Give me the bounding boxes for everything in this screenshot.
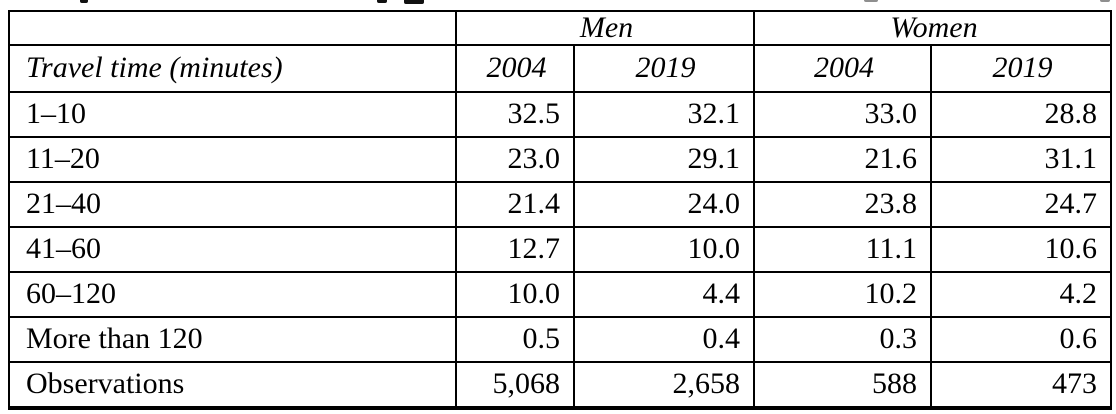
table-cell: 24.7 [930, 180, 1112, 228]
row-header-travel-time: Travel time (minutes) [8, 43, 457, 93]
table-row: 21–40 21.4 24.0 23.8 24.7 [8, 180, 1112, 228]
table-cell: 21.6 [753, 135, 932, 183]
table-cell: 0.3 [753, 315, 932, 363]
year-header-row: Travel time (minutes) 2004 2019 2004 201… [8, 43, 1112, 93]
table-cell: 23.8 [753, 180, 932, 228]
row-label: 41–60 [8, 225, 457, 273]
column-group-women: Women [753, 10, 1112, 46]
table-cell: 32.1 [573, 90, 755, 138]
row-label: 11–20 [8, 135, 457, 183]
travel-time-table: Men Women Travel time (minutes) 2004 201… [8, 10, 1112, 410]
row-label: 21–40 [8, 180, 457, 228]
row-label: Observations [8, 360, 457, 410]
cropped-title-descender [404, 0, 424, 4]
table-row: 1–10 32.5 32.1 33.0 28.8 [8, 90, 1112, 138]
table-cell: 28.8 [930, 90, 1112, 138]
row-label: 60–120 [8, 270, 457, 318]
table-row-observations: Observations 5,068 2,658 588 473 [8, 360, 1112, 410]
table-cell: 4.4 [573, 270, 755, 318]
table-cell: 473 [930, 360, 1112, 410]
table-cell: 588 [753, 360, 932, 410]
row-label: 1–10 [8, 90, 457, 138]
table-row: More than 120 0.5 0.4 0.3 0.6 [8, 315, 1112, 363]
table-cell: 24.0 [573, 180, 755, 228]
table-cell: 31.1 [930, 135, 1112, 183]
table-cell: 10.2 [753, 270, 932, 318]
table-cell: 10.0 [573, 225, 755, 273]
table-cell: 4.2 [930, 270, 1112, 318]
table-cell: 0.4 [573, 315, 755, 363]
cropped-title-descender [80, 0, 88, 3]
year-header-women-2019: 2019 [930, 43, 1112, 93]
row-label: More than 120 [8, 315, 457, 363]
column-group-men: Men [455, 10, 755, 46]
column-group-row: Men Women [8, 10, 1112, 46]
table-cell: 21.4 [455, 180, 575, 228]
table-cell: 33.0 [753, 90, 932, 138]
table-cell: 23.0 [455, 135, 575, 183]
table-row: 11–20 23.0 29.1 21.6 31.1 [8, 135, 1112, 183]
table-row: 41–60 12.7 10.0 11.1 10.6 [8, 225, 1112, 273]
table-cell: 5,068 [455, 360, 575, 410]
cropped-title-descender [864, 0, 878, 2]
table-cell: 11.1 [753, 225, 932, 273]
table-cell: 2,658 [573, 360, 755, 410]
table-cell: 10.0 [455, 270, 575, 318]
corner-cell [8, 10, 457, 46]
year-header-men-2004: 2004 [455, 43, 575, 93]
cropped-title-descender [377, 0, 387, 3]
cropped-title-descender [1100, 0, 1110, 2]
table-cell: 12.7 [455, 225, 575, 273]
table-row: 60–120 10.0 4.4 10.2 4.2 [8, 270, 1112, 318]
year-header-men-2019: 2019 [573, 43, 755, 93]
table-cell: 29.1 [573, 135, 755, 183]
table-cell: 32.5 [455, 90, 575, 138]
table-cell: 10.6 [930, 225, 1112, 273]
table-cell: 0.6 [930, 315, 1112, 363]
year-header-women-2004: 2004 [753, 43, 932, 93]
table-cell: 0.5 [455, 315, 575, 363]
